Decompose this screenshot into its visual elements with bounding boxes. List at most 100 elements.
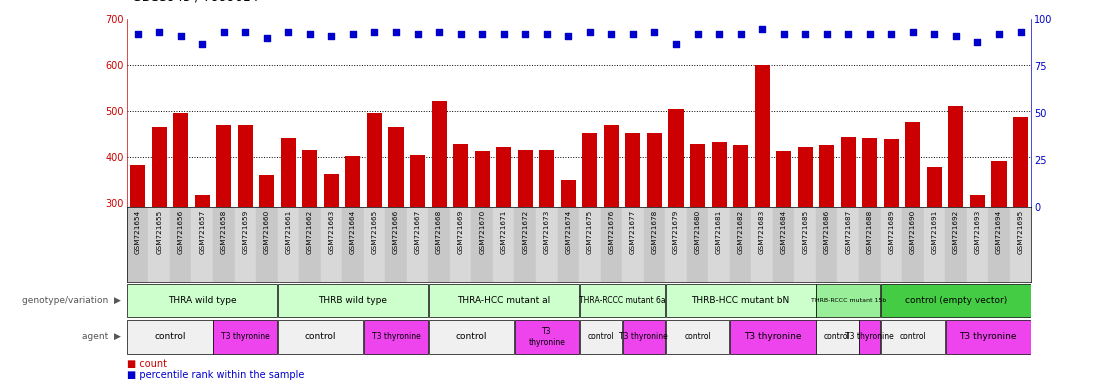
Bar [130,165,146,341]
Bar [1009,207,1031,282]
Text: GSM721677: GSM721677 [630,210,636,254]
Text: GSM721684: GSM721684 [781,210,786,254]
Text: GSM721668: GSM721668 [436,210,442,254]
Bar [859,320,880,354]
Point [495,31,513,37]
Text: T3 thyronine: T3 thyronine [372,333,420,341]
Bar [560,180,576,341]
Text: T3 thyronine: T3 thyronine [619,333,668,341]
Text: GSM721687: GSM721687 [845,210,852,254]
Bar [881,320,945,354]
Bar [923,207,945,282]
Bar [149,207,170,282]
Bar [945,320,1031,354]
Bar [278,320,363,354]
Text: THRB-HCC mutant bN: THRB-HCC mutant bN [692,296,790,305]
Bar [278,207,299,282]
Text: T3 thyronine: T3 thyronine [745,333,802,341]
Text: GSM721656: GSM721656 [178,210,184,254]
Text: GSM721693: GSM721693 [974,210,981,254]
Bar [582,133,598,341]
Bar [514,207,536,282]
Bar [840,137,856,341]
Bar [665,207,687,282]
Text: THRB-RCCC mutant 15b: THRB-RCCC mutant 15b [811,298,886,303]
Bar [859,207,880,282]
Text: GSM721663: GSM721663 [329,210,334,254]
Point [947,33,965,39]
Text: GSM721655: GSM721655 [157,210,162,254]
Bar [238,125,253,341]
Bar [429,284,579,317]
Text: GSM721666: GSM721666 [393,210,399,254]
Point [1011,29,1029,35]
Text: GSM721678: GSM721678 [652,210,657,254]
Point [925,31,943,37]
Point [430,29,448,35]
Text: control: control [154,333,185,341]
Bar [471,207,493,282]
Point [344,31,362,37]
Text: THRB wild type: THRB wild type [319,296,387,305]
Point [882,31,900,37]
Bar [474,151,490,341]
Bar [690,144,705,341]
Bar [945,207,966,282]
Point [409,31,427,37]
Bar [1013,117,1028,341]
Point [990,31,1008,37]
Text: GSM721665: GSM721665 [372,210,377,254]
Bar [816,284,880,317]
Point [818,31,836,37]
Bar [195,195,210,341]
Point [774,31,792,37]
Bar [428,207,450,282]
Text: GSM721686: GSM721686 [824,210,829,254]
Bar [173,113,189,341]
Text: GDS3945 / 7999614: GDS3945 / 7999614 [132,0,259,4]
Point [667,41,685,47]
Text: GSM721682: GSM721682 [738,210,743,254]
Bar [902,207,923,282]
Text: GSM721673: GSM721673 [544,210,549,254]
Point [861,31,879,37]
Text: GSM721685: GSM721685 [802,210,808,254]
Bar [816,320,858,354]
Bar [493,207,514,282]
Point [129,31,147,37]
Point [452,31,470,37]
Bar [536,207,557,282]
Text: T3
thyronine: T3 thyronine [528,327,565,347]
Bar [450,207,471,282]
Point [753,26,771,32]
Bar [794,207,816,282]
Bar [515,320,579,354]
Bar [216,125,232,341]
Bar [625,133,641,341]
Point [581,29,599,35]
Point [193,41,211,47]
Bar [151,127,167,341]
Point [236,29,254,35]
Point [387,29,405,35]
Bar [820,145,834,341]
Bar [711,142,727,341]
Bar [579,284,665,317]
Bar [324,174,339,341]
Bar [321,207,342,282]
Bar [127,320,213,354]
Text: GSM721681: GSM721681 [716,210,722,254]
Bar [927,167,942,341]
Point [258,35,276,41]
Bar [281,137,296,341]
Text: GSM721664: GSM721664 [350,210,356,254]
Point [796,31,814,37]
Point [301,31,319,37]
Bar [751,207,773,282]
Bar [816,207,837,282]
Point [688,31,706,37]
Text: GSM721658: GSM721658 [221,210,227,254]
Bar [364,320,428,354]
Text: ■ percentile rank within the sample: ■ percentile rank within the sample [127,370,304,380]
Text: GSM721662: GSM721662 [307,210,313,254]
